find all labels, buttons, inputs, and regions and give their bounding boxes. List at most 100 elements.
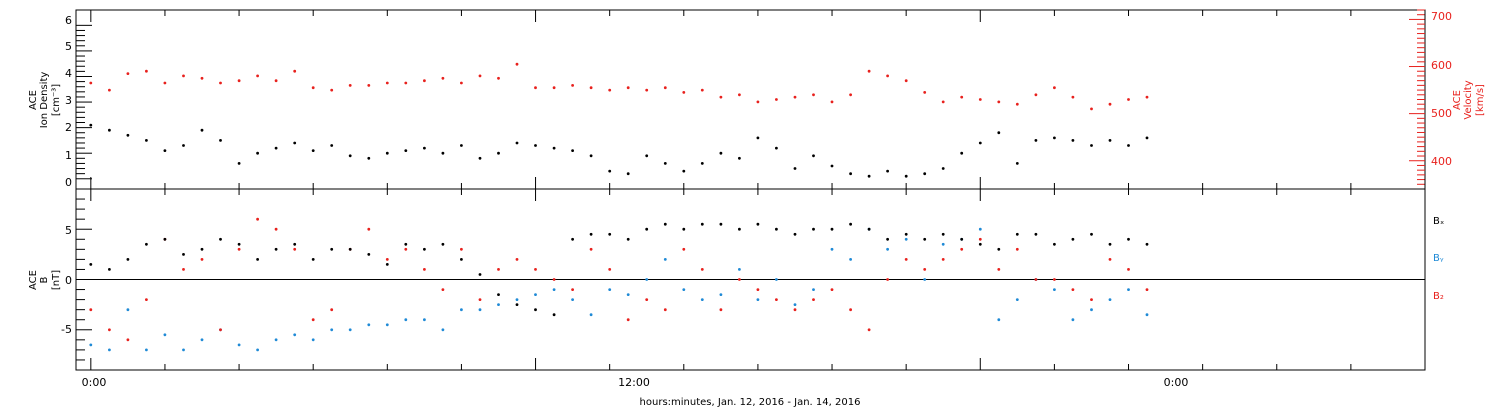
density-point	[960, 151, 964, 155]
bz-point	[367, 227, 371, 231]
velocity-point	[256, 74, 259, 78]
velocity-point	[1108, 102, 1112, 106]
bz-point	[1090, 298, 1093, 301]
by-point	[923, 278, 927, 281]
bx-point	[812, 227, 815, 231]
velocity-point	[497, 76, 500, 80]
bx-point	[923, 237, 927, 241]
by-point	[719, 293, 723, 296]
density-point	[941, 167, 945, 170]
bz-point	[515, 258, 519, 261]
density-point	[1071, 139, 1075, 142]
velocity-label-line: Velocity	[1463, 80, 1474, 119]
bx-point	[274, 247, 278, 251]
bx-point	[867, 227, 871, 231]
velocity-point	[867, 69, 871, 73]
by-point	[738, 268, 741, 271]
by-point	[293, 333, 297, 337]
by-point	[830, 247, 834, 251]
bx-point	[904, 232, 908, 236]
density-axis-label: ACE Ion Density [cm⁻³]	[28, 72, 62, 129]
density-point	[1127, 144, 1130, 147]
density-point	[682, 169, 686, 173]
bx-point	[385, 263, 389, 266]
density-point	[497, 151, 500, 155]
bx-point	[441, 242, 445, 246]
bz-point	[626, 318, 630, 322]
b-label-line: [nT]	[51, 270, 62, 290]
density-point	[385, 151, 389, 155]
bz-point	[423, 268, 426, 271]
density-point	[663, 162, 667, 165]
density-axis-ticks	[76, 24, 92, 180]
bz-point	[441, 288, 445, 291]
velocity-point	[460, 81, 463, 85]
by-point	[626, 293, 630, 296]
density-label-line: ACE	[28, 90, 39, 110]
bx-point	[1015, 232, 1019, 236]
bx-point	[460, 258, 463, 261]
density-point	[775, 146, 778, 150]
bx-point	[348, 247, 352, 251]
bz-point	[552, 278, 556, 281]
bz-point	[534, 268, 537, 271]
bz-point	[237, 247, 241, 251]
density-point	[793, 167, 797, 170]
bz-point	[663, 308, 667, 312]
bx-point	[145, 242, 148, 246]
density-point	[589, 154, 593, 158]
density-point	[330, 144, 334, 147]
bz-point	[145, 298, 148, 301]
density-label-line: [cm⁻³]	[51, 84, 62, 116]
by-point	[1053, 288, 1056, 291]
by-point	[1127, 288, 1130, 291]
b-label-line: B	[39, 276, 50, 283]
bz-point	[793, 308, 797, 312]
bx-point	[163, 237, 167, 241]
velocity-point	[423, 79, 426, 83]
by-point	[367, 323, 371, 327]
bx-point	[645, 227, 649, 231]
velocity-tick-labels: 400 500 600 700	[1431, 10, 1452, 168]
velocity-point	[960, 95, 964, 99]
density-point	[237, 162, 241, 165]
velocity-point	[552, 86, 556, 90]
density-tick-label: 2	[65, 121, 72, 134]
velocity-point	[515, 62, 519, 66]
bz-point	[997, 268, 1001, 271]
bx-point	[1034, 232, 1038, 236]
density-point	[700, 162, 704, 165]
bx-point	[1108, 242, 1112, 246]
bx-point	[237, 242, 241, 246]
bz-point	[738, 278, 741, 281]
bz-point	[849, 308, 852, 312]
density-point	[478, 156, 482, 160]
velocity-point	[589, 86, 593, 90]
bx-point	[793, 232, 797, 236]
by-point	[460, 308, 463, 312]
by-point	[274, 338, 278, 342]
velocity-point	[1071, 95, 1075, 99]
by-point	[682, 288, 686, 291]
bx-point	[478, 273, 482, 276]
density-tick-labels: 0 1 2 3 4 5 6	[65, 14, 72, 189]
by-point	[534, 293, 537, 296]
density-point	[719, 151, 723, 155]
velocity-point	[367, 84, 371, 87]
density-point	[145, 139, 148, 142]
density-tick-label: 0	[65, 176, 72, 189]
velocity-axis-ticks	[1409, 9, 1425, 185]
by-point	[812, 288, 815, 291]
by-point	[1108, 298, 1112, 301]
density-point	[571, 149, 574, 153]
b-axis-label: ACE B [nT]	[28, 270, 62, 290]
bx-point	[497, 293, 500, 296]
bx-point	[682, 227, 686, 231]
bx-point	[1145, 242, 1149, 246]
by-point	[404, 318, 408, 322]
velocity-tick-label: 700	[1431, 10, 1452, 23]
density-point	[812, 154, 815, 158]
bx-point	[330, 247, 334, 251]
density-point	[423, 146, 426, 150]
bx-point	[293, 242, 297, 246]
